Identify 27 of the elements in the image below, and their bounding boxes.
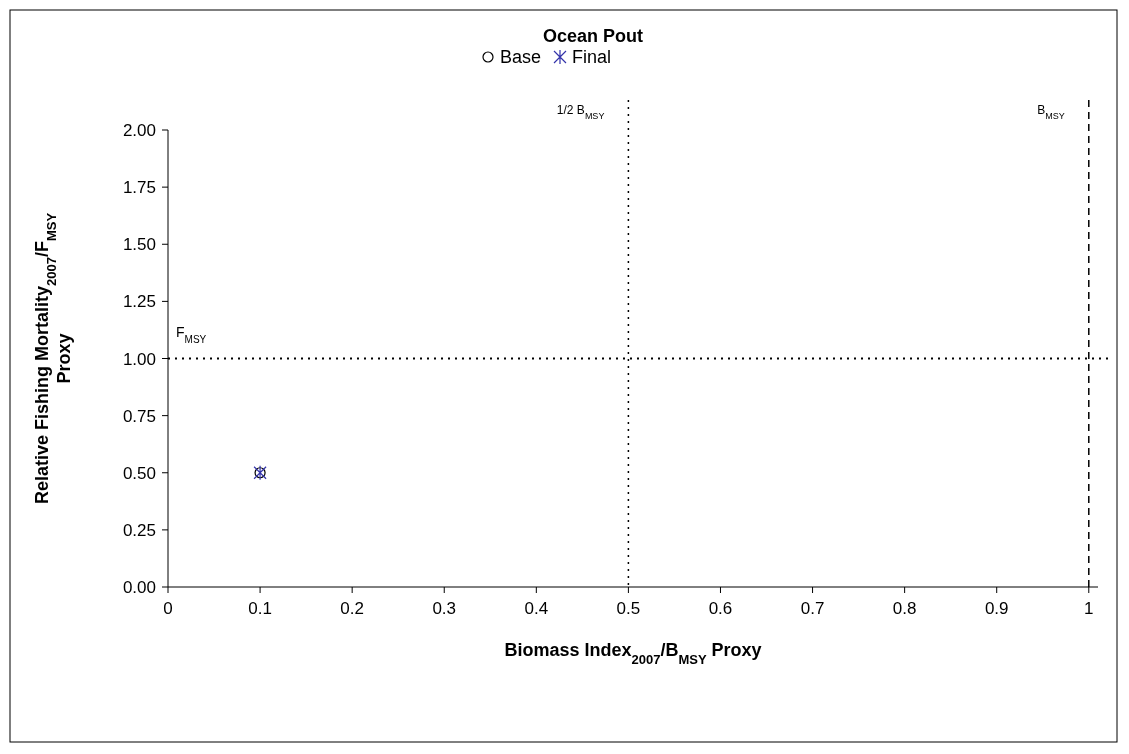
ref-line-label: 1/2 B$_{MSY}$ — [556, 103, 605, 121]
x-tick-label: 0.9 — [984, 599, 1009, 618]
x-tick-label: 1 — [1084, 599, 1094, 618]
y-tick-label: 0.75 — [122, 406, 156, 426]
x-tick-label: 0.2 — [340, 599, 364, 618]
y-tick-label: 1.75 — [122, 178, 156, 198]
x-tick-label: 0.8 — [892, 599, 917, 618]
chart-title: Ocean Pout — [542, 26, 644, 46]
x-tick-label: 0 — [163, 599, 173, 618]
y-tick-label: 0.00 — [122, 578, 156, 597]
x-tick-label: 0.5 — [616, 599, 641, 618]
x-tick-label: 0.3 — [432, 599, 457, 618]
y-tick-label: 1.50 — [122, 235, 156, 255]
x-tick-label: 0.1 — [248, 599, 272, 618]
y-tick-label: 0.50 — [122, 463, 156, 483]
x-axis-title: Biomass Index$_{2007}$/B$_{MSY}$ Proxy — [504, 640, 762, 667]
ref-line-label: F$_{MSY}$ — [176, 323, 207, 344]
x-tick-label: 0.6 — [708, 599, 733, 618]
y-tick-label: 1.25 — [122, 292, 156, 312]
y-tick-label: 0.25 — [122, 520, 156, 540]
legend-label: Final — [572, 47, 612, 67]
y-tick-label: 1.00 — [122, 349, 156, 369]
y-tick-label: 2.00 — [122, 121, 156, 140]
x-tick-label: 0.4 — [524, 599, 549, 618]
ref-line-label: B$_{MSY}$ — [1037, 103, 1065, 121]
x-tick-label: 0.7 — [800, 599, 825, 618]
legend-label: Base — [500, 47, 542, 67]
